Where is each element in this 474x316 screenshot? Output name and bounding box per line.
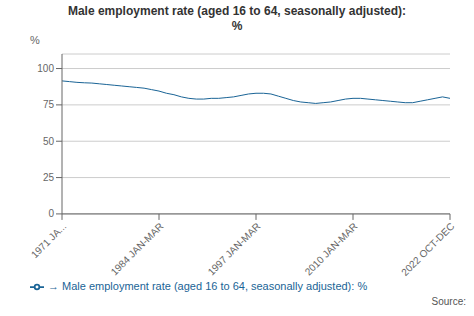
- html-text:Male employment rate (aged 16: Male employment rate (aged 16 to 64, sea…: [67, 4, 406, 18]
- svg-text:2010 JAN-MAR: 2010 JAN-MAR: [303, 221, 360, 278]
- svg-text:1984 JAN-MAR: 1984 JAN-MAR: [109, 221, 166, 278]
- svg-text:1971 JA...: 1971 JA...: [29, 221, 69, 261]
- svg-text:25: 25: [43, 172, 55, 183]
- svg-text:100: 100: [37, 63, 54, 74]
- svg-text:0: 0: [48, 208, 54, 219]
- svg-text:50: 50: [43, 136, 55, 147]
- svg-text:2022 OCT-DEC: 2022 OCT-DEC: [399, 221, 456, 278]
- html-text:→ Male employment rate (aged 1: → Male employment rate (aged 16 to 64, s…: [48, 279, 368, 292]
- svg-text:75: 75: [43, 99, 55, 110]
- svg-text:1997 JAN-MAR: 1997 JAN-MAR: [206, 221, 263, 278]
- html-text:Source:: Source:: [431, 296, 466, 307]
